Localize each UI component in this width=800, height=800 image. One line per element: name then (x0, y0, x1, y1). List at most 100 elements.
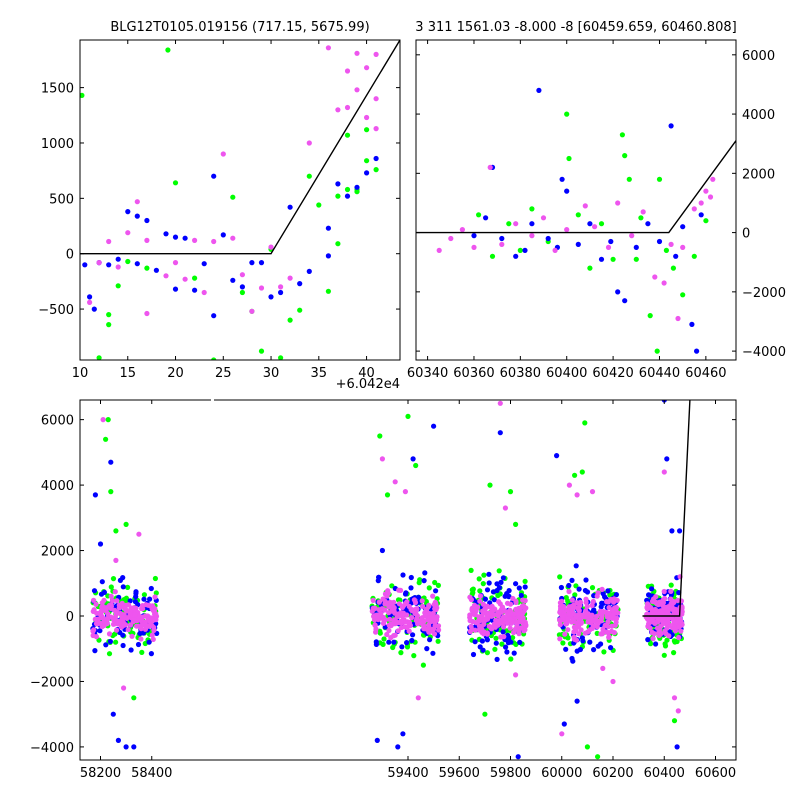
point-top-right-green-17 (647, 313, 653, 319)
point-bottom-cluster2-magenta-144 (522, 627, 528, 633)
point-bottom-cluster3-magenta-143 (564, 607, 570, 613)
point-top-right-magenta-24 (703, 188, 709, 194)
point-top-left-blue-1 (87, 294, 93, 300)
point-bottom-cluster1-magenta-168 (425, 627, 431, 633)
x-tick-label-bottom-8: 60600 (695, 766, 736, 781)
point-bottom-cluster2-blue-65 (517, 639, 523, 646)
point-bottom-blue-9 (395, 744, 401, 750)
plot-area-top-right (416, 87, 736, 354)
y-tick-label-bottom-0: −4000 (30, 741, 74, 756)
point-bottom-cluster4-magenta-151 (660, 621, 666, 627)
point-bottom-cluster2-magenta-131 (513, 599, 519, 606)
point-bottom-cluster2-magenta-13 (468, 623, 474, 630)
point-top-left-blue-6 (125, 209, 131, 215)
point-bottom-cluster4-blue-82 (646, 592, 652, 598)
point-top-left-blue-30 (325, 253, 331, 259)
point-top-right-magenta-11 (582, 203, 588, 209)
point-bottom-cluster1-magenta-126 (384, 631, 390, 638)
point-bottom-cluster1-magenta-103 (373, 626, 379, 632)
point-bottom-cluster3-magenta-36 (590, 598, 596, 605)
point-bottom-cluster3-magenta-162 (560, 614, 566, 620)
point-bottom-cluster0-magenta-169 (121, 613, 128, 620)
point-bottom-magenta-14 (589, 489, 596, 495)
point-bottom-cluster2-magenta-141 (488, 626, 495, 632)
point-bottom-cluster4-magenta-166 (675, 615, 681, 621)
point-bottom-cluster3-blue-45 (566, 582, 572, 589)
point-bottom-cluster1-magenta-149 (400, 603, 407, 609)
point-top-left-magenta-0 (87, 299, 93, 305)
point-bottom-green-3 (113, 528, 119, 534)
point-top-left-magenta-27 (354, 50, 360, 56)
point-bottom-cluster4-blue-81 (653, 641, 659, 647)
point-top-left-blue-33 (354, 184, 360, 190)
point-top-left-blue-22 (249, 260, 255, 266)
point-bottom-cluster1-green-31 (426, 585, 432, 591)
point-bottom-cluster3-blue-76 (591, 607, 597, 613)
point-top-right-magenta-22 (691, 206, 697, 212)
point-bottom-cluster2-magenta-130 (519, 603, 525, 610)
point-bottom-cluster2-magenta-151 (507, 616, 513, 622)
point-bottom-cluster3-magenta-87 (613, 605, 619, 611)
point-bottom-cluster4-magenta-153 (662, 595, 668, 602)
point-top-right-green-18 (654, 348, 660, 354)
point-top-right-blue-22 (668, 123, 674, 129)
point-bottom-cluster2-magenta-140 (514, 620, 520, 626)
model-line-bottom (642, 400, 691, 617)
point-top-right-blue-26 (694, 348, 700, 354)
point-bottom-cluster2-green-18 (480, 581, 486, 587)
point-bottom-blue-5 (123, 744, 129, 750)
point-bottom-cluster3-green-34 (557, 574, 563, 580)
point-bottom-green-11 (482, 711, 488, 717)
point-bottom-cluster2-magenta-168 (482, 617, 488, 623)
model-line-top-left (80, 40, 400, 255)
point-top-left-green-24 (344, 186, 351, 193)
point-top-left-blue-27 (297, 281, 303, 287)
point-top-left-blue-13 (172, 286, 179, 292)
y-tick-label-top-right-5: 6000 (742, 49, 775, 64)
point-top-right-magenta-6 (513, 221, 519, 227)
point-bottom-green-19 (595, 754, 601, 760)
point-top-right-blue-9 (545, 235, 551, 242)
point-top-right-blue-18 (622, 298, 628, 304)
point-bottom-cluster2-magenta-135 (489, 603, 495, 609)
point-bottom-cluster3-magenta-4 (557, 636, 563, 642)
point-top-right-magenta-9 (552, 247, 558, 253)
point-top-left-blue-34 (364, 170, 370, 176)
point-bottom-blue-16 (561, 721, 567, 727)
point-top-right-green-6 (564, 111, 570, 117)
point-top-left-green-12 (239, 289, 245, 296)
model-line-top-right (416, 140, 736, 234)
point-bottom-cluster1-magenta-137 (395, 628, 401, 634)
point-bottom-cluster2-green-59 (499, 641, 505, 647)
point-bottom-cluster0-magenta-164 (92, 616, 98, 622)
point-top-left-green-18 (297, 307, 303, 313)
point-bottom-cluster1-blue-5 (424, 646, 430, 652)
point-bottom-cluster1-green-71 (417, 577, 423, 583)
point-top-right-blue-23 (673, 253, 679, 259)
point-top-right-magenta-4 (487, 164, 493, 170)
point-top-left-green-5 (125, 258, 131, 265)
point-bottom-cluster1-blue-35 (433, 588, 439, 594)
point-bottom-green-21 (671, 718, 678, 724)
point-top-right-blue-25 (689, 321, 695, 327)
point-bottom-green-18 (584, 744, 591, 750)
y-tick-label-bottom-4: 4000 (41, 479, 74, 494)
point-top-left-blue-2 (91, 306, 97, 312)
point-bottom-cluster0-magenta-162 (136, 623, 142, 629)
point-bottom-cluster3-blue-60 (608, 645, 614, 651)
point-bottom-cluster0-blue-75 (148, 651, 154, 657)
point-bottom-magenta-6 (402, 489, 408, 495)
point-bottom-cluster1-green-63 (377, 630, 383, 636)
point-bottom-blue-0 (92, 492, 98, 498)
point-bottom-cluster0-magenta-158 (132, 617, 138, 624)
point-bottom-cluster0-magenta-168 (152, 611, 158, 617)
point-bottom-cluster0-magenta-154 (150, 617, 156, 624)
point-bottom-cluster2-blue-14 (522, 584, 528, 590)
point-bottom-cluster3-magenta-133 (573, 614, 580, 620)
x-tick-label-top-left-5: 35 (311, 366, 328, 381)
point-top-right-blue-4 (513, 253, 519, 259)
point-bottom-cluster2-blue-35 (500, 575, 506, 581)
x-tick-label-top-left-4: 30 (263, 366, 280, 381)
point-bottom-cluster0-blue-11 (141, 596, 147, 602)
